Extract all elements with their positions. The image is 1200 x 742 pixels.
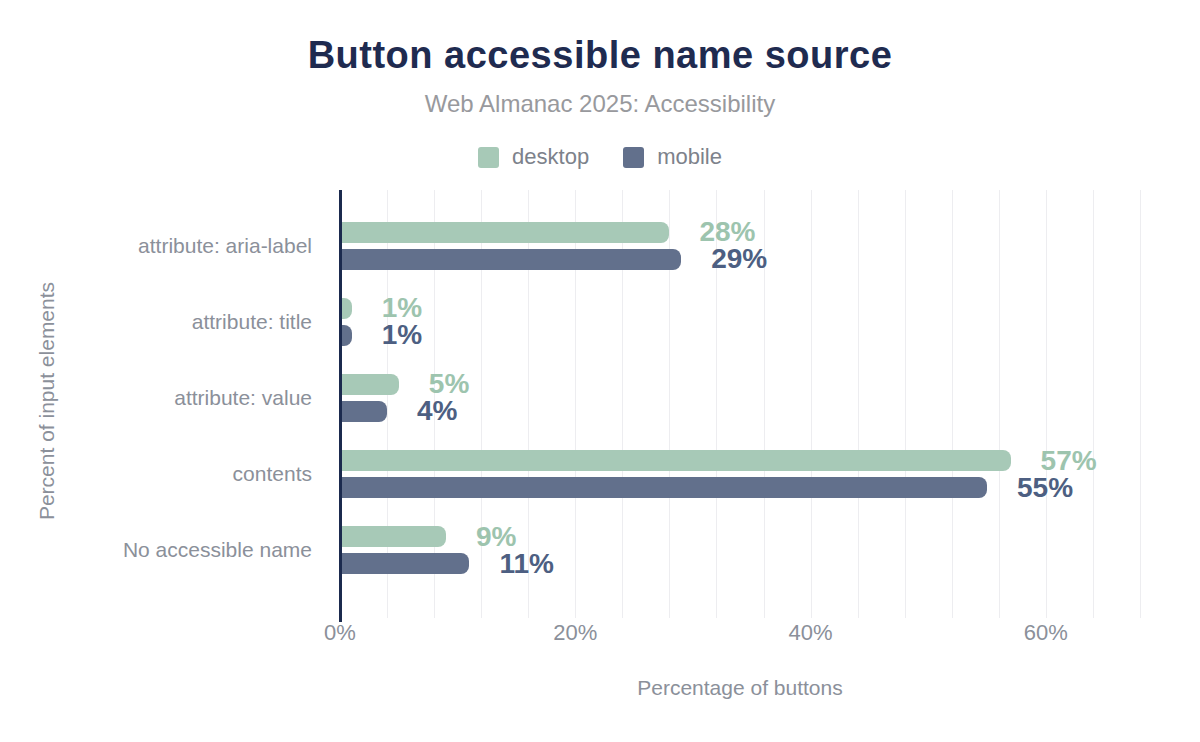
x-tick-label: 60% bbox=[1024, 620, 1068, 646]
category-label: contents bbox=[233, 462, 312, 486]
minor-gridline bbox=[952, 190, 953, 618]
legend-item-mobile[interactable]: mobile bbox=[623, 144, 722, 170]
minor-gridline bbox=[811, 190, 812, 618]
bar-desktop[interactable] bbox=[340, 450, 1011, 471]
y-axis-line bbox=[339, 190, 342, 622]
x-tick-label: 0% bbox=[324, 620, 356, 646]
bar-mobile[interactable] bbox=[340, 477, 987, 498]
chart-subtitle: Web Almanac 2025: Accessibility bbox=[0, 90, 1200, 118]
category-label: attribute: value bbox=[174, 386, 312, 410]
bar-mobile[interactable] bbox=[340, 553, 469, 574]
category-label: attribute: title bbox=[192, 310, 312, 334]
value-label-mobile: 55% bbox=[1017, 472, 1073, 504]
bar-desktop[interactable] bbox=[340, 222, 669, 243]
category-label: No accessible name bbox=[123, 538, 312, 562]
value-label-mobile: 1% bbox=[382, 319, 422, 351]
category-labels: attribute: aria-label attribute: title att… bbox=[0, 190, 326, 612]
legend-item-desktop[interactable]: desktop bbox=[478, 144, 589, 170]
value-label-mobile: 11% bbox=[499, 548, 554, 580]
bar-mobile[interactable] bbox=[340, 249, 681, 270]
legend-label-mobile: mobile bbox=[657, 144, 722, 170]
minor-gridline bbox=[1140, 190, 1141, 618]
legend-label-desktop: desktop bbox=[512, 144, 589, 170]
legend: desktop mobile bbox=[0, 144, 1200, 170]
x-tick-label: 40% bbox=[789, 620, 833, 646]
value-label-mobile: 4% bbox=[417, 395, 457, 427]
category-label: attribute: aria-label bbox=[138, 234, 312, 258]
x-axis-title: Percentage of buttons bbox=[340, 676, 1140, 700]
mobile-swatch-icon bbox=[623, 147, 644, 168]
minor-gridline bbox=[905, 190, 906, 618]
minor-gridline bbox=[858, 190, 859, 618]
chart-canvas: Button accessible name source Web Almana… bbox=[0, 0, 1200, 742]
x-tick-label: 20% bbox=[553, 620, 597, 646]
value-label-mobile: 29% bbox=[711, 243, 767, 275]
chart-title: Button accessible name source bbox=[0, 34, 1200, 77]
minor-gridline bbox=[999, 190, 1000, 618]
bar-desktop[interactable] bbox=[340, 526, 446, 547]
minor-gridline bbox=[1046, 190, 1047, 618]
bar-mobile[interactable] bbox=[340, 401, 387, 422]
x-axis-ticks: 0%20%40%60% bbox=[340, 620, 1140, 650]
plot-area: 28%29%1%1%5%4%57%55%9%11% bbox=[340, 190, 1140, 612]
minor-gridline bbox=[1093, 190, 1094, 618]
desktop-swatch-icon bbox=[478, 147, 499, 168]
bar-desktop[interactable] bbox=[340, 374, 399, 395]
